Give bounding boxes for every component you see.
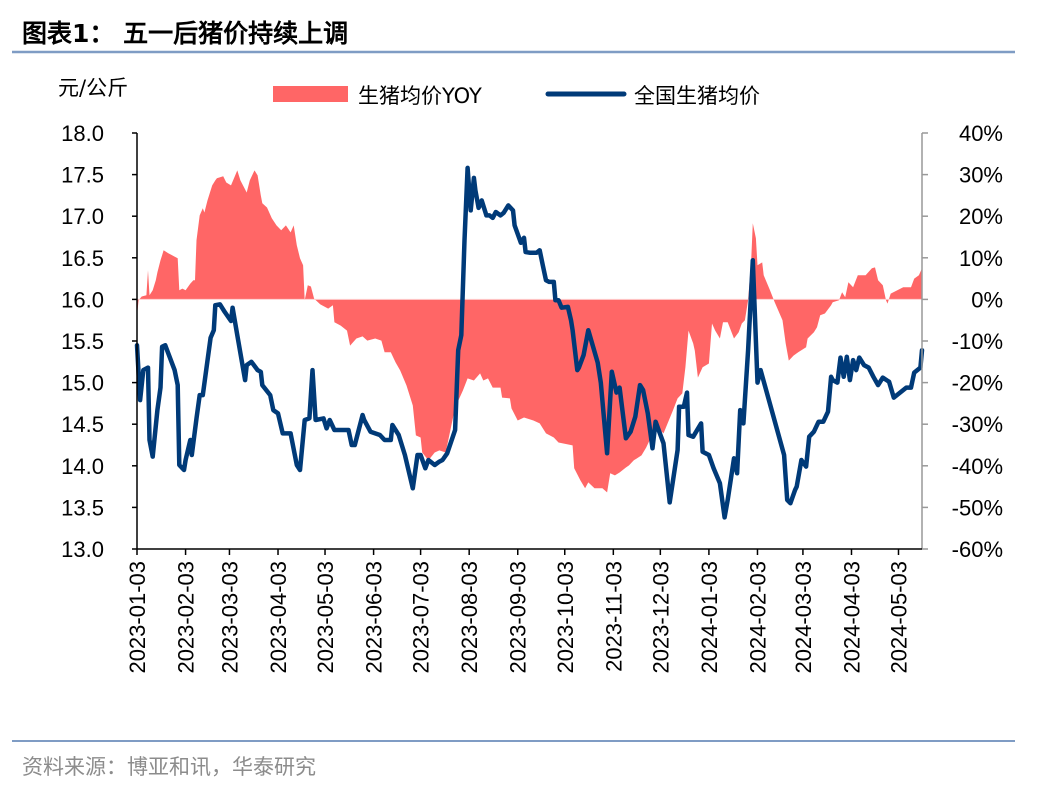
right-tick-label: 10% bbox=[959, 246, 1003, 271]
axes: 18.0 17.5 17.0 16.5 16.0 15.5 15.0 14.5 14.0 13.5… bbox=[61, 121, 1003, 674]
x-tick-label: 2023-06-03 bbox=[362, 561, 387, 674]
left-axis-unit: 元/公斤 bbox=[58, 76, 128, 100]
right-tick-label: -20% bbox=[952, 371, 1003, 396]
right-tick-label: 20% bbox=[959, 204, 1003, 229]
x-tick-label: 2024-04-03 bbox=[839, 561, 864, 674]
left-tick-label: 18.0 bbox=[61, 121, 104, 146]
right-tick-label: -30% bbox=[952, 412, 1003, 437]
left-tick-label: 17.5 bbox=[61, 163, 104, 188]
right-tick-label: 30% bbox=[959, 163, 1003, 188]
right-tick-label: 0% bbox=[971, 287, 1003, 312]
legend-swatch-yoy bbox=[273, 86, 348, 102]
right-tick-label: -40% bbox=[952, 454, 1003, 479]
left-tick-label: 17.0 bbox=[61, 204, 104, 229]
left-tick-label: 13.5 bbox=[61, 495, 104, 520]
x-tick-label: 2023-07-03 bbox=[409, 561, 434, 674]
price-line-series bbox=[134, 165, 925, 520]
source-note: 资料来源：博亚和讯，华泰研究 bbox=[22, 755, 316, 779]
plot-area bbox=[134, 165, 925, 520]
x-tick-label: 2024-03-03 bbox=[791, 561, 816, 674]
x-tick-label: 2024-02-03 bbox=[745, 561, 770, 674]
x-tick-label: 2023-05-03 bbox=[313, 561, 338, 674]
legend-label-yoy: 生猪均价YOY bbox=[358, 84, 482, 108]
x-tick-label: 2023-10-03 bbox=[553, 561, 578, 674]
x-tick-label: 2023-01-03 bbox=[125, 561, 150, 674]
legend: 生猪均价YOY 全国生猪均价 bbox=[273, 84, 760, 108]
x-tick-label: 2023-03-03 bbox=[217, 561, 242, 674]
x-tick-label: 2023-11-03 bbox=[601, 561, 626, 672]
left-tick-label: 14.5 bbox=[61, 412, 104, 437]
x-tick-label: 2023-12-03 bbox=[648, 561, 673, 674]
right-tick-label: 40% bbox=[959, 121, 1003, 146]
right-tick-label: -10% bbox=[952, 329, 1003, 354]
x-tick-label: 2024-01-03 bbox=[697, 561, 722, 674]
x-tick-label: 2023-09-03 bbox=[506, 561, 531, 674]
right-tick-label: -50% bbox=[952, 495, 1003, 520]
left-tick-label: 14.0 bbox=[61, 454, 104, 479]
chart-title: 图表1： 五一后猪价持续上调 bbox=[22, 19, 348, 48]
x-tick-label: 2024-05-03 bbox=[886, 561, 911, 674]
left-tick-label: 15.0 bbox=[61, 371, 104, 396]
x-tick-label: 2023-08-03 bbox=[457, 561, 482, 674]
left-tick-label: 16.0 bbox=[61, 287, 104, 312]
left-tick-label: 15.5 bbox=[61, 329, 104, 354]
legend-label-price: 全国生猪均价 bbox=[634, 84, 760, 108]
x-tick-label: 2023-02-03 bbox=[174, 561, 199, 674]
yoy-area-series bbox=[137, 170, 922, 493]
left-tick-label: 16.5 bbox=[61, 246, 104, 271]
x-tick-label: 2023-04-03 bbox=[266, 561, 291, 674]
left-tick-label: 13.0 bbox=[61, 537, 104, 562]
right-tick-label: -60% bbox=[952, 537, 1003, 562]
